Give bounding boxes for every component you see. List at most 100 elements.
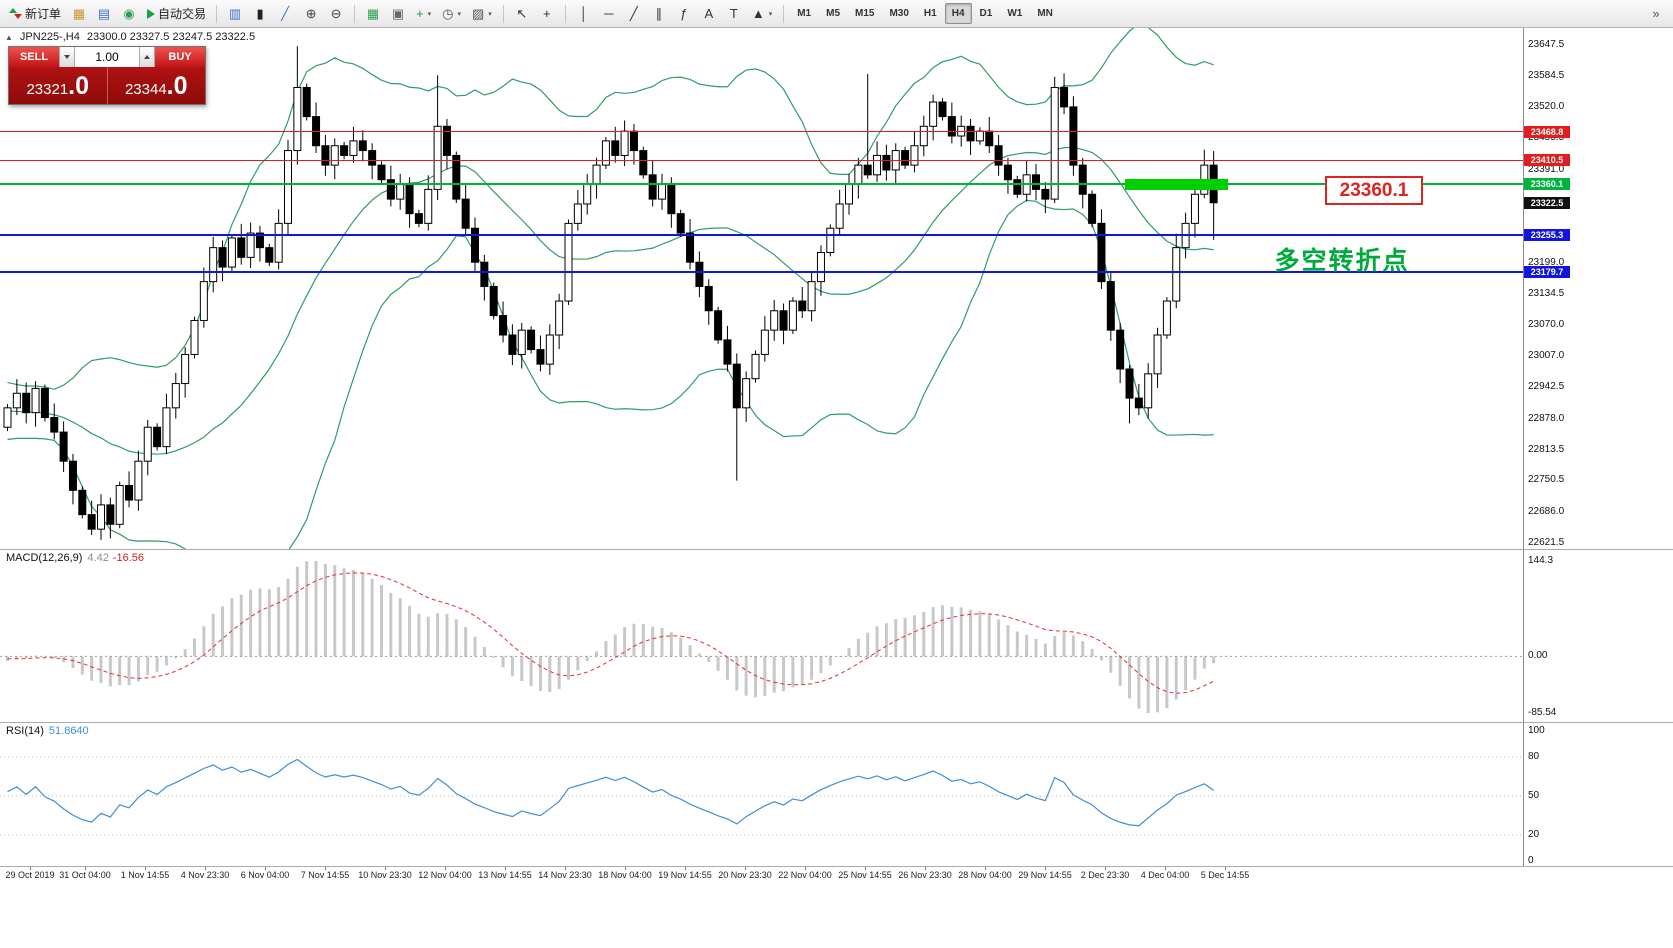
macd-scale-label: -85.54: [1528, 707, 1557, 718]
market-watch-icon: ◉: [123, 6, 135, 21]
bar-chart-button[interactable]: ▥: [223, 3, 247, 25]
timeframe-m1[interactable]: M1: [790, 3, 818, 24]
new-order-button[interactable]: 新订单: [4, 3, 66, 25]
candle-body: [125, 484, 134, 501]
candle-body: [1032, 174, 1040, 190]
toolbar-separator: [502, 4, 504, 23]
candle-body: [770, 310, 779, 331]
sell-price[interactable]: 23321.0: [9, 67, 108, 104]
line-chart-button[interactable]: ╱: [273, 3, 297, 25]
crosshair-icon: +: [543, 6, 551, 21]
horizontal-line-23179.7[interactable]: [0, 271, 1523, 274]
volume-input[interactable]: [75, 47, 139, 67]
candle-body: [246, 232, 255, 258]
panel-splitter[interactable]: [0, 722, 1673, 723]
horizontal-line-23468.8[interactable]: [0, 131, 1523, 133]
candle-body: [181, 353, 190, 385]
candle-body: [218, 247, 227, 268]
candle-body: [3, 407, 12, 428]
candle-body: [199, 281, 208, 321]
candle-body: [78, 489, 87, 516]
panel-splitter[interactable]: [0, 549, 1673, 550]
candle-body: [358, 140, 367, 152]
y-axis-label: 22621.5: [1528, 537, 1565, 548]
candle-body: [975, 130, 984, 142]
timeframe-m15[interactable]: M15: [848, 3, 881, 24]
tile-windows-button[interactable]: ▣: [386, 3, 410, 25]
candle-body: [620, 130, 629, 156]
time-axis-label: 18 Nov 04:00: [598, 870, 652, 880]
timeframe-h1[interactable]: H1: [917, 3, 944, 24]
crosshair-button[interactable]: +: [535, 3, 559, 25]
templates-icon: ▨: [472, 6, 485, 21]
candle-body: [1041, 188, 1050, 200]
auto-arrange-button[interactable]: ▦: [361, 3, 385, 25]
horizontal-line-23255.3[interactable]: [0, 234, 1523, 237]
candle-body: [274, 222, 283, 263]
window-list-button[interactable]: »: [1644, 3, 1668, 25]
candle-body: [377, 164, 386, 181]
horizontal-line-button[interactable]: ─: [597, 3, 621, 25]
candle-body: [22, 392, 31, 414]
new-order-label: 新订单: [25, 7, 62, 21]
trendline-button[interactable]: ╱: [622, 3, 646, 25]
vertical-line-button[interactable]: │: [572, 3, 596, 25]
profiles-icon: ▤: [97, 6, 111, 21]
timeframe-w1[interactable]: W1: [1000, 3, 1029, 24]
candle-body: [312, 116, 321, 147]
time-axis-tick: [1225, 867, 1226, 870]
rsi-scale-label: 80: [1528, 751, 1540, 762]
profiles-button[interactable]: ▤: [92, 3, 116, 25]
price-axis-separator[interactable]: [1523, 28, 1524, 866]
auto-trading-button[interactable]: 自动交易: [142, 3, 211, 25]
candle-body: [1153, 334, 1162, 375]
timeframe-mn[interactable]: MN: [1030, 3, 1060, 24]
rsi-scale-label: 100: [1528, 725, 1545, 736]
bollinger-middle-band: [7, 146, 1214, 455]
timeframe-d1[interactable]: D1: [973, 3, 1000, 24]
y-axis-label: 23647.5: [1528, 39, 1565, 50]
candlestick-chart-button[interactable]: ▮: [248, 3, 272, 25]
turning-point-annotation[interactable]: 多空转折点: [1274, 247, 1410, 275]
timeframe-m5[interactable]: M5: [819, 3, 847, 24]
candle-body: [938, 101, 947, 118]
sell-button[interactable]: SELL: [9, 47, 59, 67]
y-axis-label: 23007.0: [1528, 349, 1565, 361]
candle-body: [1116, 329, 1125, 370]
timeframe-toolbar: M1 M5 M15 M30 H1 H4 D1 W1 MN: [790, 3, 1060, 24]
zoom-out-button[interactable]: ⊖: [324, 3, 348, 25]
horizontal-line-23410.5[interactable]: [0, 159, 1523, 161]
shapes-button[interactable]: ▲ ▾: [747, 3, 777, 25]
channel-button[interactable]: ∥: [647, 3, 671, 25]
horizontal-line-23360.1[interactable]: [0, 183, 1523, 186]
time-axis-label: 4 Nov 23:30: [180, 870, 230, 880]
label-button[interactable]: T: [722, 3, 746, 25]
highlight-rectangle[interactable]: [1125, 178, 1228, 190]
templates-button[interactable]: ▨ ▾: [467, 3, 497, 25]
new-chart-button[interactable]: ▦: [67, 3, 91, 25]
price-callout[interactable]: 23360.1: [1325, 176, 1423, 205]
current-price-badge: 23322.5: [1524, 196, 1570, 209]
candle-body: [798, 300, 807, 312]
buy-price[interactable]: 23344.0: [124, 72, 188, 100]
volume-increase-button[interactable]: [139, 47, 155, 67]
zoom-in-button[interactable]: ⊕: [299, 3, 323, 25]
timeframe-m30[interactable]: M30: [882, 3, 915, 24]
market-watch-button[interactable]: ◉: [117, 3, 141, 25]
volume-decrease-button[interactable]: [59, 47, 75, 67]
candle-body: [648, 174, 657, 200]
text-button[interactable]: A: [697, 3, 721, 25]
fibonacci-icon: ƒ: [680, 6, 688, 21]
indicators-button[interactable]: + ▾: [411, 3, 436, 25]
candle-body: [592, 164, 601, 186]
candle-body: [555, 300, 564, 336]
fibonacci-button[interactable]: ƒ: [672, 3, 696, 25]
periods-button[interactable]: ◷ ▾: [437, 3, 466, 25]
cursor-button[interactable]: ↖: [510, 3, 534, 25]
candle-body: [424, 188, 433, 224]
price-line-badge: 23179.7: [1524, 266, 1570, 279]
candle-body: [461, 198, 470, 229]
buy-button[interactable]: BUY: [155, 47, 205, 67]
timeframe-h4[interactable]: H4: [944, 3, 972, 24]
